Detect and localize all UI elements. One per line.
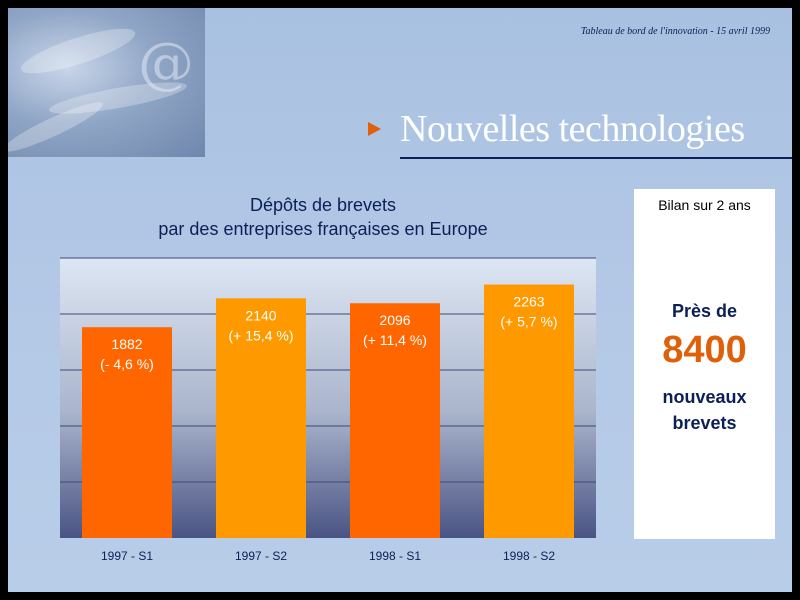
category-label: 1997 - S2: [235, 549, 287, 563]
category-label: 1998 - S1: [369, 549, 421, 563]
page-title: Nouvelles technologies: [400, 108, 745, 150]
summary-post-text: nouveaux brevets: [634, 384, 775, 436]
summary-post-line-2: brevets: [672, 413, 737, 433]
summary-panel: Bilan sur 2 ans Près de 8400 nouveaux br…: [634, 189, 775, 539]
title-underline: [400, 157, 792, 159]
at-sign-icon: @: [138, 31, 194, 96]
bar-change-label: (+ 15,4 %): [229, 327, 294, 343]
corner-image: @: [8, 8, 205, 157]
bar-change-label: (+ 5,7 %): [500, 314, 557, 330]
arrow-right-icon: [368, 122, 381, 136]
category-label: 1998 - S2: [503, 549, 555, 563]
bar: [216, 298, 306, 538]
category-label: 1997 - S1: [101, 549, 153, 563]
bar-value-label: 2263: [513, 294, 544, 310]
bar-value-label: 1882: [111, 336, 142, 352]
chart-title: Dépôts de brevets par des entreprises fr…: [88, 193, 558, 241]
bar-change-label: (+ 11,4 %): [363, 332, 427, 348]
bar-chart: 1882 (- 4,6 %) 1997 - S1 2140 (+ 15,4 %) 1997…: [60, 257, 596, 563]
summary-pre-text: Près de: [671, 301, 738, 321]
summary-heading: Bilan sur 2 ans: [658, 197, 751, 213]
chart-title-line-1: Dépôts de brevets: [249, 195, 397, 215]
bar-change-label: (- 4,6 %): [100, 356, 154, 372]
bar: [350, 303, 440, 538]
bar: [82, 327, 172, 538]
summary-number: 8400: [662, 329, 747, 371]
bar-value-label: 2140: [245, 307, 276, 323]
summary-post-line-1: nouveaux: [662, 387, 747, 407]
chart-title-line-2: par des entreprises françaises en Europe: [158, 219, 488, 239]
bar-value-label: 2096: [379, 312, 410, 328]
bar: [484, 284, 574, 538]
slide: @ Tableau de bord de l'innovation - 15 a…: [8, 8, 792, 592]
document-header: Tableau de bord de l'innovation - 15 avr…: [580, 26, 770, 37]
